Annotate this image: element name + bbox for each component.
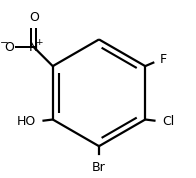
Text: Br: Br [92, 161, 106, 174]
Text: O: O [4, 41, 14, 54]
Text: +: + [35, 38, 43, 47]
Text: O: O [29, 11, 39, 24]
Text: F: F [160, 53, 167, 66]
Text: Cl: Cl [162, 115, 174, 128]
Text: HO: HO [17, 115, 36, 128]
Text: N: N [29, 41, 39, 54]
Text: −: − [0, 38, 9, 48]
